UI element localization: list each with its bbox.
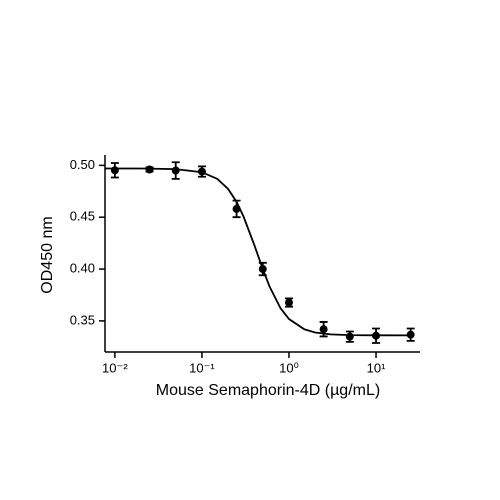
y-axis-title: OD450 nm [39, 216, 56, 293]
y-tick-label: 0.40 [70, 260, 95, 275]
data-point [171, 166, 180, 175]
data-point [197, 167, 206, 176]
data-point [110, 166, 119, 175]
x-axis-title: Mouse Semaphorin-4D (µg/mL) [156, 382, 380, 399]
data-point [372, 331, 381, 340]
data-point [345, 332, 354, 341]
fit-curve [105, 167, 411, 337]
data-point [284, 298, 293, 307]
data-point [145, 165, 154, 174]
data-point [232, 204, 241, 213]
x-tick-label: 10¹ [367, 360, 386, 375]
y-tick-label: 0.35 [70, 312, 95, 327]
x-tick-label: 10⁰ [279, 360, 299, 375]
data-point [406, 330, 415, 339]
data-point [258, 265, 267, 274]
x-tick-label: 10⁻² [102, 360, 128, 375]
y-tick-label: 0.50 [70, 157, 95, 172]
x-tick-label: 10⁻¹ [189, 360, 215, 375]
data-point [319, 325, 328, 334]
y-tick-label: 0.45 [70, 209, 95, 224]
